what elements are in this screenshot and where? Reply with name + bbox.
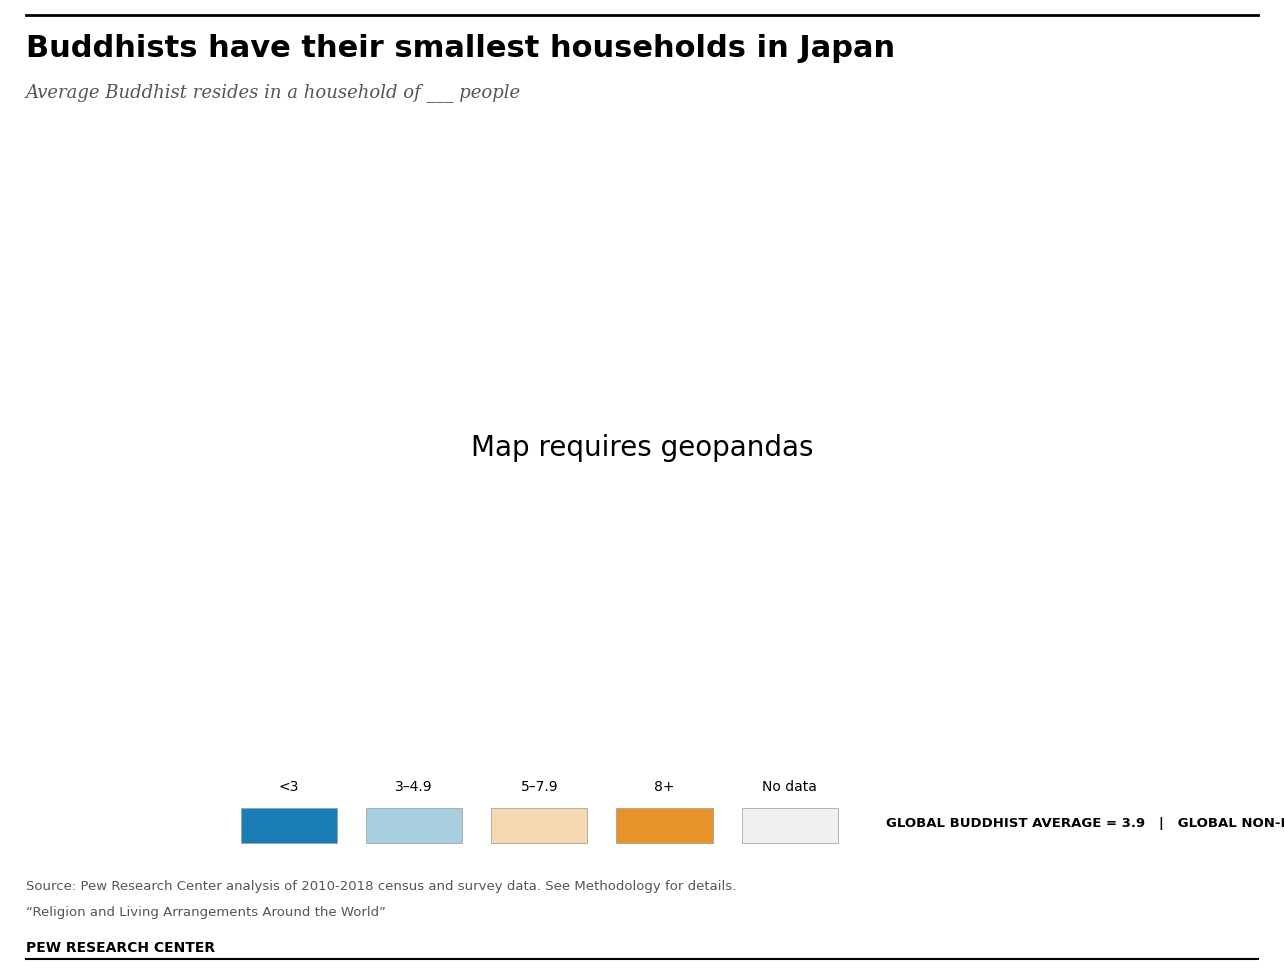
Text: No data: No data xyxy=(763,780,817,794)
Text: 3–4.9: 3–4.9 xyxy=(395,780,433,794)
Text: Map requires geopandas: Map requires geopandas xyxy=(471,434,813,462)
Text: 5–7.9: 5–7.9 xyxy=(520,780,559,794)
Text: PEW RESEARCH CENTER: PEW RESEARCH CENTER xyxy=(26,941,214,955)
Text: 8+: 8+ xyxy=(655,780,674,794)
FancyBboxPatch shape xyxy=(241,808,338,843)
FancyBboxPatch shape xyxy=(490,808,588,843)
FancyBboxPatch shape xyxy=(616,808,713,843)
Text: GLOBAL BUDDHIST AVERAGE = 3.9   |   GLOBAL NON-BUDDHIST AVERAGE = 5.0: GLOBAL BUDDHIST AVERAGE = 3.9 | GLOBAL N… xyxy=(886,816,1284,830)
Text: Source: Pew Research Center analysis of 2010-2018 census and survey data. See Me: Source: Pew Research Center analysis of … xyxy=(26,880,736,893)
FancyBboxPatch shape xyxy=(742,808,838,843)
FancyBboxPatch shape xyxy=(366,808,462,843)
Text: “Religion and Living Arrangements Around the World”: “Religion and Living Arrangements Around… xyxy=(26,906,385,919)
Text: <3: <3 xyxy=(279,780,299,794)
Text: Buddhists have their smallest households in Japan: Buddhists have their smallest households… xyxy=(26,34,895,63)
Text: Average Buddhist resides in a household of ___ people: Average Buddhist resides in a household … xyxy=(26,83,521,101)
